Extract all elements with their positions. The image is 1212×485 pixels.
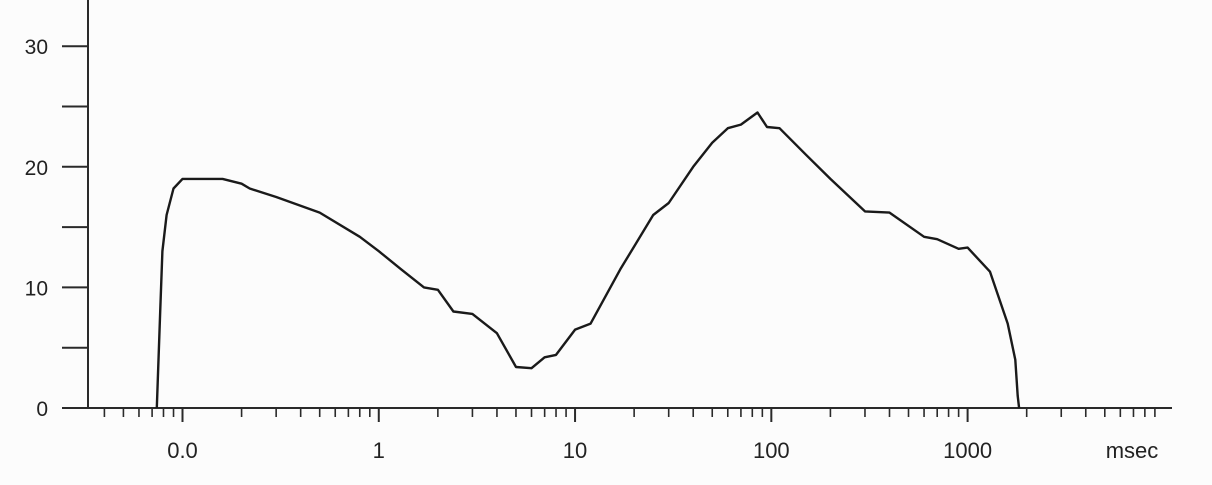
x-tick-label: 100: [753, 438, 790, 463]
series-line-1: [155, 111, 1021, 409]
x-axis-label: msec: [1106, 438, 1159, 463]
x-tick-label: 1000: [943, 438, 992, 463]
y-tick-label: 30: [25, 36, 48, 59]
series-layer: [155, 111, 1021, 409]
y-tick-label: 0: [36, 398, 48, 421]
x-tick-label: 0.0: [167, 438, 198, 463]
x-tick-label: 1: [373, 438, 385, 463]
x-tick-label: 10: [563, 438, 587, 463]
axes: 0 10 20 30 0.0 1 10 100 1000: [25, 0, 1172, 463]
y-tick-label: 10: [25, 277, 48, 300]
y-tick-label: 20: [25, 157, 48, 180]
